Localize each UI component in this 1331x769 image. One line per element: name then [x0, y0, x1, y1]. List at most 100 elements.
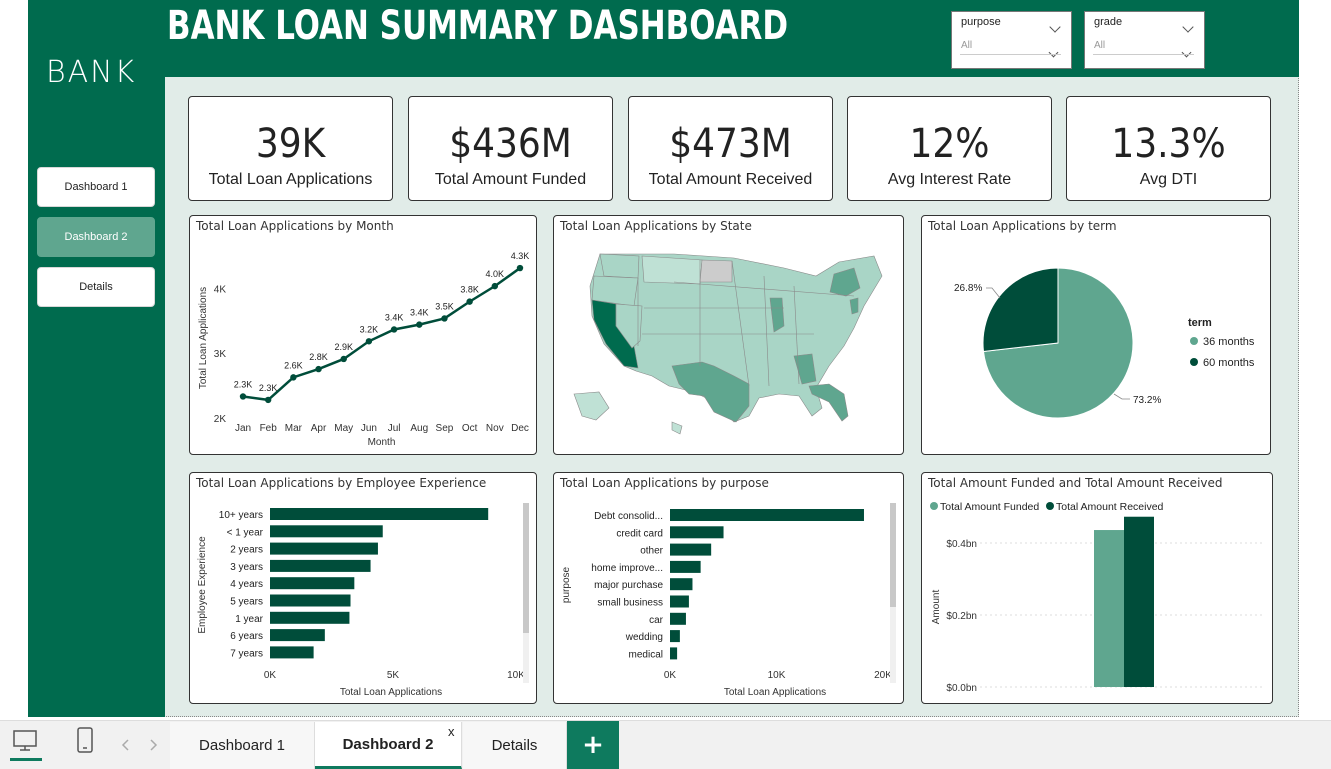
state-georgia — [793, 353, 817, 385]
slice-label: 26.8% — [954, 283, 982, 294]
scrollbar-thumb[interactable] — [523, 503, 529, 633]
chevron-down-icon[interactable] — [1182, 21, 1194, 33]
kpi-label: Avg Interest Rate — [887, 171, 1012, 188]
bar — [1124, 516, 1154, 687]
bar — [670, 560, 701, 573]
kpi-value: 12% — [909, 121, 990, 167]
scrollbar-track[interactable] — [523, 503, 529, 683]
y-tick-label: $0.0bn — [946, 683, 977, 694]
state-washington — [599, 253, 640, 279]
state-map-panel[interactable]: Total Loan Applications by State — [553, 215, 904, 455]
purpose-slicer-value[interactable]: All — [961, 40, 973, 51]
grade-slicer[interactable]: grade All — [1084, 11, 1205, 69]
x-tick-label: Sep — [436, 423, 454, 434]
purpose-chart-panel[interactable]: Total Loan Applications by purpose Debt … — [553, 472, 904, 704]
category-label: home improve... — [591, 563, 663, 574]
data-label: 3.5K — [435, 301, 454, 311]
scrollbar-track[interactable] — [890, 503, 896, 683]
x-tick-label: Jul — [388, 423, 401, 434]
bar — [670, 578, 693, 591]
slicer-underline — [1093, 54, 1194, 55]
x-tick-label: Apr — [311, 423, 327, 434]
tab-scroll-arrows[interactable] — [120, 738, 160, 752]
category-label: major purchase — [594, 580, 663, 591]
desktop-view-icon[interactable] — [11, 729, 39, 753]
category-label: 2 years — [230, 545, 263, 556]
state-texas — [671, 361, 750, 423]
kpi-label: Avg DTI — [1139, 171, 1198, 188]
legend-marker — [1190, 337, 1198, 345]
data-label: 2.3K — [259, 383, 278, 393]
x-tick-label: Feb — [260, 423, 278, 434]
chevron-left-icon — [121, 739, 129, 751]
data-point — [340, 355, 347, 363]
x-tick-label: Oct — [462, 423, 478, 434]
data-point — [239, 393, 247, 400]
add-page-button[interactable]: + — [567, 721, 619, 769]
data-point — [441, 315, 448, 322]
term-pie-panel[interactable]: Total Loan Applications by term 73.2% 26.… — [921, 215, 1271, 455]
funded-received-panel[interactable]: Total Amount Funded and Total Amount Rec… — [921, 472, 1273, 704]
data-label: 2.3K — [234, 379, 253, 389]
data-point — [491, 282, 499, 290]
grade-slicer-value[interactable]: All — [1094, 40, 1106, 51]
x-tick-label: 0K — [664, 670, 677, 681]
tab-dashboard-2[interactable]: Dashboard 2 — [315, 722, 462, 769]
emp-chart-panel[interactable]: Total Loan Applications by Employee Expe… — [189, 472, 537, 704]
scrollbar-thumb[interactable] — [890, 503, 896, 607]
state-nevada — [615, 303, 643, 349]
data-point — [365, 338, 373, 345]
purpose-slicer[interactable]: purpose All — [951, 11, 1072, 69]
state-north-dakota — [699, 259, 733, 283]
data-label: 3.2K — [360, 324, 379, 334]
x-tick-label: Jun — [361, 423, 377, 434]
slice-label: 73.2% — [1133, 395, 1161, 406]
bar — [670, 647, 678, 660]
data-point — [315, 365, 322, 373]
nav-dashboard-1-button[interactable]: Dashboard 1 — [37, 167, 155, 207]
close-tab-icon[interactable]: x — [448, 724, 455, 739]
kpi-label: Total Amount Received — [648, 171, 813, 188]
map-border — [763, 275, 770, 387]
y-tick-label: $0.2bn — [946, 611, 977, 622]
bar — [270, 611, 350, 624]
data-point — [390, 326, 398, 333]
x-tick-label: Aug — [410, 423, 428, 434]
tab-dashboard-1[interactable]: Dashboard 1 — [170, 722, 315, 769]
category-label: < 1 year — [227, 527, 264, 538]
kpi-value: $473M — [669, 121, 792, 167]
state-new-york — [829, 267, 861, 297]
tab-details[interactable]: Details — [463, 722, 567, 769]
emp-bar-chart: 10+ years < 1 year 2 years 3 years 4 years 5 … — [197, 508, 525, 698]
x-axis-label: Total Loan Applications — [340, 687, 442, 698]
chevron-down-icon[interactable] — [1049, 21, 1061, 33]
bar — [670, 543, 712, 556]
x-tick-label: 20K — [874, 670, 892, 681]
data-label: 3.8K — [460, 285, 479, 295]
y-axis-label: Amount — [931, 590, 942, 625]
state-illinois — [769, 297, 785, 333]
month-line-chart: 2K 3K 4K 2.3K Jan 2.3K Feb 2.6K Mar 2.8K Apr 2.9K Ma… — [198, 251, 530, 448]
month-chart-panel[interactable]: Total Loan Applications by Month 2K 3K 4K 2… — [189, 215, 537, 455]
slicer-underline — [960, 54, 1061, 55]
nav-details-button[interactable]: Details — [37, 267, 155, 307]
category-label: 7 years — [230, 648, 263, 659]
grade-slicer-label: grade — [1094, 16, 1123, 28]
category-label: 1 year — [235, 614, 263, 625]
mobile-view-icon[interactable] — [74, 726, 96, 754]
chart-title: Total Loan Applications by Month — [196, 219, 394, 233]
chevron-down-icon[interactable] — [1048, 47, 1059, 58]
kpi-value: 39K — [255, 121, 326, 167]
nav-dashboard-2-button[interactable]: Dashboard 2 — [37, 217, 155, 257]
data-label: 4.3K — [511, 251, 530, 261]
kpi-card-avg-interest-rate: 12% Avg Interest Rate — [847, 96, 1052, 201]
bar — [670, 612, 686, 625]
chevron-down-icon[interactable] — [1181, 47, 1192, 58]
funded-received-bar-chart: Total Amount Funded Total Amount Received… — [930, 501, 1264, 694]
bar — [270, 577, 355, 590]
kpi-label: Total Amount Funded — [434, 171, 587, 188]
purpose-slicer-label: purpose — [961, 16, 1001, 28]
kpi-card-avg-dti: 13.3% Avg DTI — [1066, 96, 1271, 201]
map-border — [793, 285, 800, 385]
x-tick-label: Dec — [511, 423, 529, 434]
